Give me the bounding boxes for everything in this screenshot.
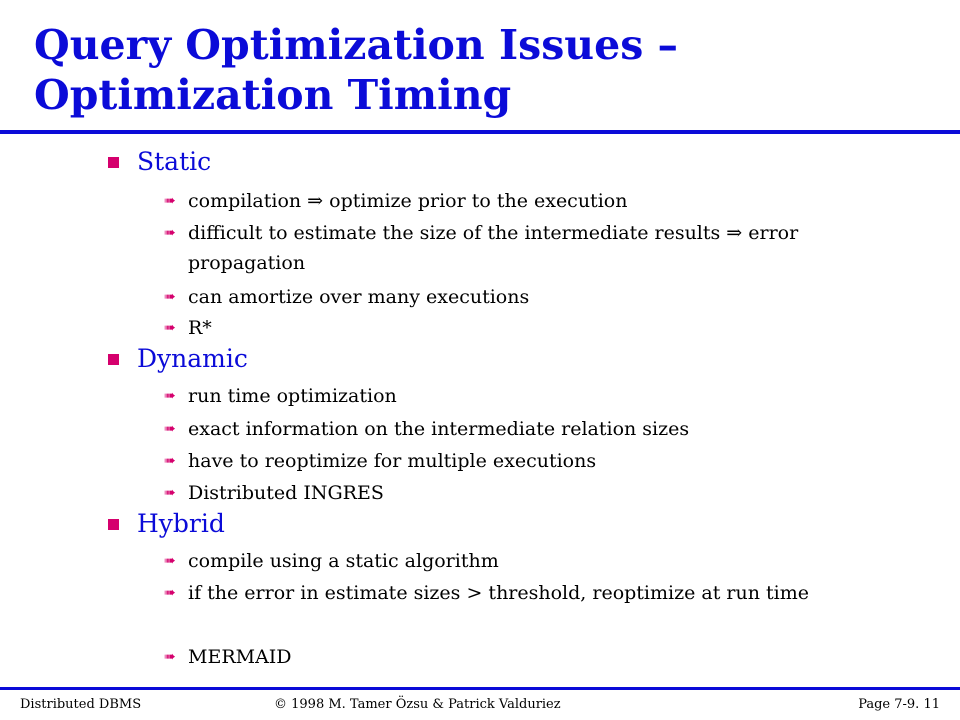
arrow-bullet-icon: ➠ bbox=[164, 585, 176, 601]
list-item: ➠ can amortize over many executions bbox=[164, 282, 888, 312]
arrow-bullet-icon: ➠ bbox=[164, 289, 176, 305]
arrow-bullet-icon: ➠ bbox=[164, 485, 176, 501]
section-static: Static bbox=[108, 147, 211, 177]
arrow-bullet-icon: ➠ bbox=[164, 225, 176, 241]
section-label: Dynamic bbox=[137, 344, 248, 373]
section-hybrid: Hybrid bbox=[108, 509, 225, 539]
section-label: Static bbox=[137, 147, 212, 176]
list-item: ➠ Distributed INGRES bbox=[164, 478, 888, 508]
list-item: ➠ difficult to estimate the size of the … bbox=[164, 218, 888, 278]
list-item: ➠ have to reoptimize for multiple execut… bbox=[164, 446, 888, 476]
arrow-bullet-icon: ➠ bbox=[164, 320, 176, 336]
list-item: ➠ exact information on the intermediate … bbox=[164, 414, 888, 444]
title-divider bbox=[0, 130, 960, 134]
footer-course: Distributed DBMS bbox=[20, 697, 142, 712]
section-dynamic: Dynamic bbox=[108, 344, 248, 374]
section-label: Hybrid bbox=[137, 509, 225, 538]
arrow-bullet-icon: ➠ bbox=[164, 421, 176, 437]
footer-copyright: © 1998 M. Tamer Özsu & Patrick Valduriez bbox=[274, 697, 561, 712]
list-item: ➠ compilation ⇒ optimize prior to the ex… bbox=[164, 186, 888, 216]
square-bullet-icon bbox=[108, 518, 119, 530]
list-item: ➠ compile using a static algorithm bbox=[164, 546, 888, 576]
list-item: ➠ if the error in estimate sizes > thres… bbox=[164, 578, 888, 608]
arrow-bullet-icon: ➠ bbox=[164, 193, 176, 209]
arrow-bullet-icon: ➠ bbox=[164, 649, 176, 665]
arrow-bullet-icon: ➠ bbox=[164, 553, 176, 569]
slide-title: Query Optimization Issues – Optimization… bbox=[34, 21, 679, 119]
list-item: ➠ R* bbox=[164, 313, 888, 343]
square-bullet-icon bbox=[108, 353, 119, 365]
arrow-bullet-icon: ➠ bbox=[164, 453, 176, 469]
list-item: ➠ run time optimization bbox=[164, 381, 888, 411]
footer-page-number: Page 7-9. 11 bbox=[858, 697, 940, 712]
footer-divider bbox=[0, 687, 960, 690]
list-item: ➠ MERMAID bbox=[164, 642, 888, 672]
arrow-bullet-icon: ➠ bbox=[164, 388, 176, 404]
square-bullet-icon bbox=[108, 156, 119, 168]
